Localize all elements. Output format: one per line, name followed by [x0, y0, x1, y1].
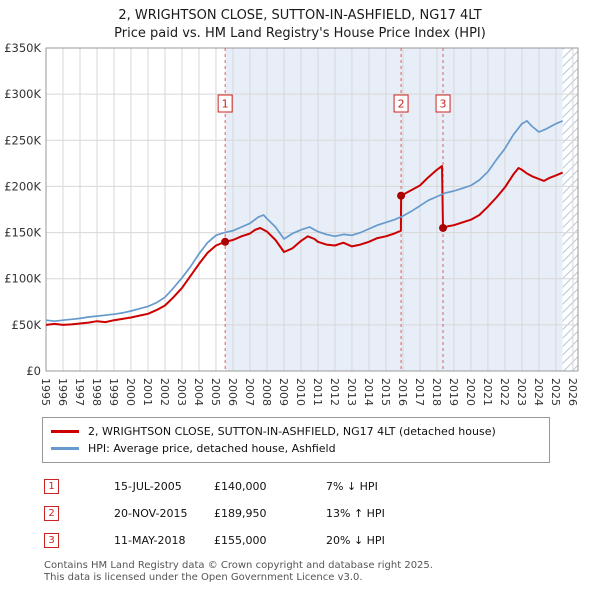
svg-text:2000: 2000 — [124, 378, 137, 406]
svg-text:2: 2 — [398, 98, 405, 111]
red-line-swatch-icon — [51, 430, 79, 433]
legend-label-price-paid: 2, WRIGHTSON CLOSE, SUTTON-IN-ASHFIELD, … — [88, 425, 496, 438]
svg-text:£300K: £300K — [4, 87, 41, 101]
svg-text:2010: 2010 — [294, 378, 307, 406]
svg-text:2026: 2026 — [566, 378, 579, 406]
svg-text:2008: 2008 — [260, 378, 273, 406]
svg-text:2018: 2018 — [430, 378, 443, 406]
svg-text:£50K: £50K — [12, 318, 42, 332]
svg-text:2001: 2001 — [141, 378, 154, 406]
transaction-hpi-delta: 7% ↓ HPI — [326, 480, 378, 493]
svg-text:2024: 2024 — [532, 378, 545, 406]
svg-text:2019: 2019 — [447, 378, 460, 406]
svg-text:1: 1 — [222, 98, 229, 111]
svg-text:1997: 1997 — [73, 378, 86, 406]
svg-text:2003: 2003 — [175, 378, 188, 406]
svg-text:2012: 2012 — [328, 378, 341, 406]
transaction-row: 1 15-JUL-2005 £140,000 7% ↓ HPI — [0, 473, 600, 500]
legend-item-hpi: HPI: Average price, detached house, Ashf… — [51, 440, 541, 457]
transaction-date: 15-JUL-2005 — [114, 480, 182, 493]
svg-text:2013: 2013 — [345, 378, 358, 406]
svg-text:£250K: £250K — [4, 133, 41, 147]
svg-text:1996: 1996 — [56, 378, 69, 406]
price-chart: 1995 1996 1997 1998 1999 2000 2001 2002 2003 2004… — [4, 43, 579, 406]
chart-legend: 2, WRIGHTSON CLOSE, SUTTON-IN-ASHFIELD, … — [42, 417, 550, 463]
svg-text:2017: 2017 — [413, 378, 426, 406]
svg-text:2022: 2022 — [498, 378, 511, 406]
legend-item-price-paid: 2, WRIGHTSON CLOSE, SUTTON-IN-ASHFIELD, … — [51, 423, 541, 440]
svg-text:£0: £0 — [26, 364, 41, 378]
page-title: 2, WRIGHTSON CLOSE, SUTTON-IN-ASHFIELD, … — [118, 8, 482, 23]
svg-text:3: 3 — [440, 98, 447, 111]
transaction-hpi-delta: 20% ↓ HPI — [326, 534, 385, 547]
svg-text:2021: 2021 — [481, 378, 494, 406]
svg-text:2009: 2009 — [277, 378, 290, 406]
svg-text:2015: 2015 — [379, 378, 392, 406]
svg-text:2014: 2014 — [362, 378, 375, 406]
transaction-row: 3 11-MAY-2018 £155,000 20% ↓ HPI — [0, 527, 600, 554]
svg-text:2011: 2011 — [311, 378, 324, 406]
svg-text:£150K: £150K — [4, 226, 41, 240]
svg-text:2004: 2004 — [192, 378, 205, 406]
footer-line-1: Contains HM Land Registry data © Crown c… — [44, 560, 433, 571]
license-footer: Contains HM Land Registry data © Crown c… — [44, 560, 600, 584]
transaction-list: 1 15-JUL-2005 £140,000 7% ↓ HPI 2 20-NOV… — [0, 473, 600, 554]
transaction-number-badge: 1 — [44, 479, 59, 494]
svg-text:£100K: £100K — [4, 272, 41, 286]
svg-text:1999: 1999 — [107, 378, 120, 406]
transaction-price: £155,000 — [214, 534, 267, 547]
transaction-hpi-delta: 13% ↑ HPI — [326, 507, 385, 520]
svg-text:1995: 1995 — [39, 378, 52, 406]
blue-line-swatch-icon — [51, 447, 79, 450]
svg-text:£350K: £350K — [4, 43, 41, 55]
transaction-number-badge: 3 — [44, 533, 59, 548]
svg-text:1998: 1998 — [90, 378, 103, 406]
legend-label-hpi: HPI: Average price, detached house, Ashf… — [88, 442, 336, 455]
svg-text:2006: 2006 — [226, 378, 239, 406]
svg-text:£200K: £200K — [4, 179, 41, 193]
svg-text:2005: 2005 — [209, 378, 222, 406]
transaction-date: 11-MAY-2018 — [114, 534, 186, 547]
svg-text:2016: 2016 — [396, 378, 409, 406]
transaction-date: 20-NOV-2015 — [114, 507, 188, 520]
svg-text:2002: 2002 — [158, 378, 171, 406]
svg-text:2020: 2020 — [464, 378, 477, 406]
transaction-price: £189,950 — [214, 507, 267, 520]
transaction-number-badge: 2 — [44, 506, 59, 521]
svg-text:2025: 2025 — [549, 378, 562, 406]
page-subtitle: Price paid vs. HM Land Registry's House … — [114, 26, 486, 41]
footer-line-2: This data is licensed under the Open Gov… — [44, 572, 363, 583]
transaction-price: £140,000 — [214, 480, 267, 493]
transaction-row: 2 20-NOV-2015 £189,950 13% ↑ HPI — [0, 500, 600, 527]
svg-text:2007: 2007 — [243, 378, 256, 406]
svg-text:2023: 2023 — [515, 378, 528, 406]
